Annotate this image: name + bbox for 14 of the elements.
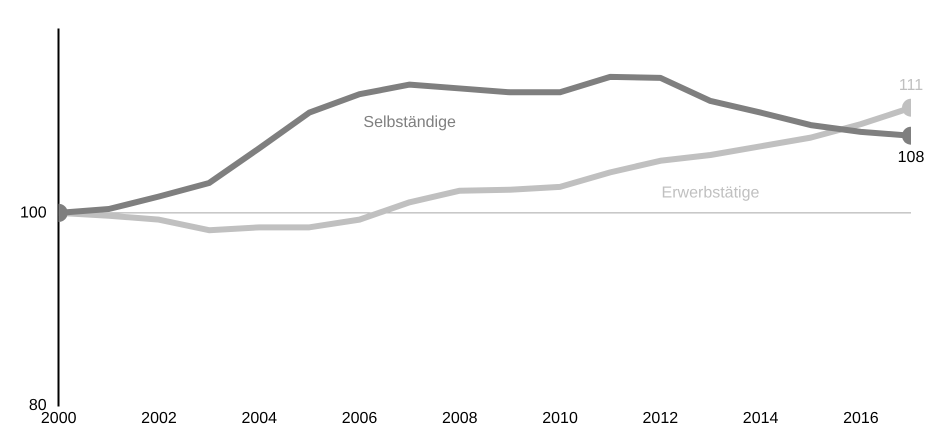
y-tick-label: 100	[20, 204, 47, 222]
x-tick-label: 2002	[141, 410, 177, 427]
x-tick-label: 2006	[342, 410, 378, 427]
data-label: 108	[898, 149, 924, 166]
x-tick-label: 2008	[442, 410, 478, 427]
x-tick-label: 2014	[742, 410, 778, 427]
series-label: Erwerbstätige	[662, 184, 760, 202]
series-label: Selbständige	[363, 114, 456, 131]
x-tick-label: 2000	[40, 410, 77, 427]
data-label: 111	[898, 77, 924, 94]
x-tick-label: 2010	[542, 410, 578, 427]
x-tick-label: 2016	[843, 410, 879, 427]
x-tick-label: 2012	[642, 410, 678, 427]
x-tick-label: 2004	[241, 410, 278, 427]
